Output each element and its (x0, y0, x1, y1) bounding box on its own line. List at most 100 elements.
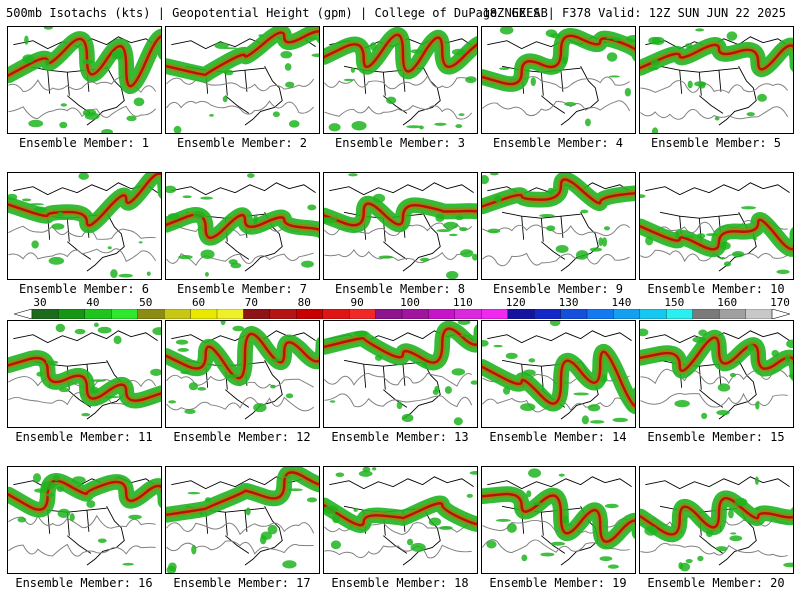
isotach-patch (730, 532, 737, 535)
colorbar-swatch (243, 309, 271, 319)
isotach-patch (110, 269, 118, 279)
isotach-patch (205, 272, 209, 277)
isotach-band (482, 350, 635, 408)
isotach-patch (358, 470, 373, 477)
isotach-patch (549, 321, 561, 327)
isotach-patch (146, 271, 151, 276)
isotach-patch (184, 408, 196, 415)
isotach-patch (150, 368, 161, 376)
isotach-patch (260, 531, 272, 540)
isotach-patch (200, 249, 215, 260)
isotach-patch (422, 361, 428, 367)
ensemble-map-panel (481, 320, 636, 428)
isotach-patch (101, 128, 113, 133)
isotach-patch (90, 379, 106, 382)
isotach-patch (324, 505, 338, 514)
isotach-band (324, 502, 477, 527)
isotach-patch (466, 493, 473, 498)
isotach-patch (651, 36, 665, 46)
isotach-patch (443, 221, 459, 230)
isotach-patch (550, 33, 561, 39)
isotach-patch (113, 335, 122, 345)
height-contour (324, 105, 473, 120)
isotach-patch (104, 395, 120, 399)
height-contour (324, 393, 473, 408)
isotach-patch (612, 417, 628, 423)
isotach-band (8, 479, 161, 511)
isotach-patch (307, 204, 317, 211)
isotach-patch (487, 228, 501, 234)
isotach-patch (459, 227, 468, 232)
ensemble-map-panel (639, 172, 794, 280)
colorbar-tick-label: 150 (664, 296, 685, 309)
isotach-patch (457, 321, 471, 326)
colorbar-tick-label: 140 (611, 296, 632, 309)
isotach-patch (401, 413, 414, 423)
colorbar-tick-label: 160 (717, 296, 738, 309)
isotach-patch (28, 203, 45, 206)
ensemble-map (324, 27, 477, 132)
isotach-patch (378, 255, 394, 259)
height-contour (324, 248, 472, 264)
isotach-patch (138, 241, 143, 244)
isotach-patch (107, 246, 112, 250)
ensemble-map (482, 27, 635, 127)
isotach-patch (311, 53, 319, 58)
ensemble-map (482, 468, 635, 569)
colorbar-tick-label: 90 (350, 296, 364, 309)
isotach-patch (678, 562, 684, 570)
isotach-patch (410, 542, 426, 552)
isotach-patch (220, 321, 226, 326)
isotach-patch (705, 529, 713, 538)
coastline-outline (13, 36, 158, 126)
isotach-patch (755, 401, 760, 410)
height-contour (324, 75, 472, 90)
isotach-patch (747, 343, 755, 352)
colorbar-tick-label: 40 (86, 296, 100, 309)
isotach-patch (31, 240, 39, 249)
isotach-patch (590, 420, 605, 424)
colorbar-left-arrow (14, 309, 33, 319)
isotach-patch (482, 339, 489, 347)
isotach-patch (550, 541, 566, 546)
map-header: 500mb Isotachs (kts) | Geopotential Heig… (6, 6, 796, 20)
isotach-patch (444, 386, 452, 394)
ensemble-map (166, 27, 319, 133)
ensemble-member-label: Ensemble Member: 14 (489, 430, 627, 444)
isotach-band (482, 178, 635, 208)
height-contour (8, 543, 156, 557)
isotach-patch (687, 80, 693, 89)
colorbar-swatch (31, 309, 59, 319)
colorbar-tick-label: 80 (297, 296, 311, 309)
isotach-patch (719, 257, 726, 260)
isotach-patch (599, 556, 613, 562)
isotach-patch (439, 525, 453, 530)
isotach-patch (301, 260, 314, 268)
ensemble-map (640, 28, 793, 133)
isotach-patch (472, 253, 477, 261)
isotach-band (640, 43, 793, 71)
colorbar-tick-label: 170 (770, 296, 790, 309)
height-contour (166, 522, 315, 536)
isotach-patch (214, 42, 229, 49)
isotach-patch (539, 214, 555, 218)
coastline-outline (487, 476, 632, 566)
isotach-patch (396, 401, 403, 410)
isotach-patch (446, 270, 459, 279)
isotach-patch (528, 358, 536, 363)
isotach-patch (372, 193, 386, 203)
colorbar-tick-label: 130 (558, 296, 579, 309)
isotach-patch (757, 93, 767, 102)
isotach-patch (175, 339, 189, 345)
isotach-patch (222, 95, 228, 103)
isotach-patch (459, 334, 473, 337)
isotach-patch (771, 349, 779, 357)
height-contour (166, 77, 315, 92)
height-contour (166, 252, 314, 266)
isotach-patch (650, 59, 660, 66)
isotach-patch (230, 262, 242, 269)
colorbar-swatch (269, 309, 297, 319)
isotach-patch (692, 336, 707, 343)
isotach-patch (786, 339, 793, 349)
isotach-patch (714, 116, 720, 121)
